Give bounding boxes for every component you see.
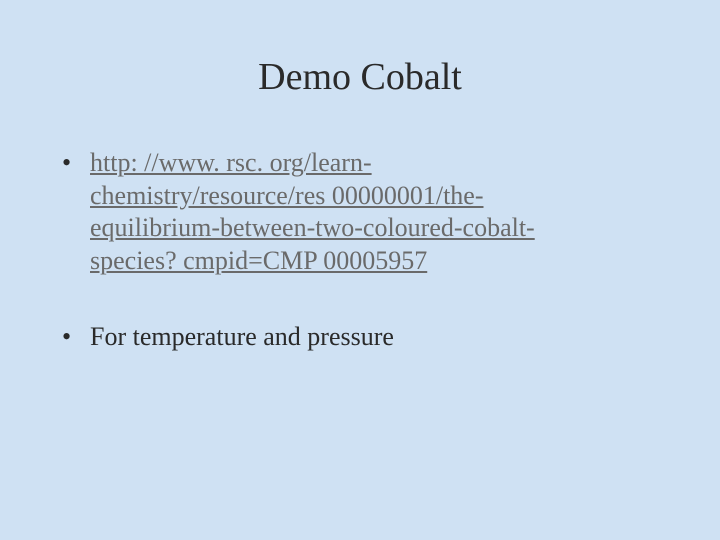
- bullet-item-link: http: //www. rsc. org/learn- chemistry/r…: [62, 147, 670, 277]
- link-line-1: http: //www. rsc. org/learn-: [90, 148, 372, 177]
- slide-title: Demo Cobalt: [50, 55, 670, 99]
- link-line-4: species? cmpid=CMP 00005957: [90, 246, 427, 275]
- bullet-text: For temperature and pressure: [90, 322, 394, 351]
- bullet-list: http: //www. rsc. org/learn- chemistry/r…: [50, 147, 670, 354]
- link-line-3: equilibrium-between-two-coloured-cobalt-: [90, 213, 535, 242]
- slide: Demo Cobalt http: //www. rsc. org/learn-…: [0, 0, 720, 540]
- link-line-2: chemistry/resource/res 00000001/the-: [90, 181, 484, 210]
- bullet-item-text: For temperature and pressure: [62, 321, 670, 354]
- link-text[interactable]: http: //www. rsc. org/learn- chemistry/r…: [90, 148, 535, 275]
